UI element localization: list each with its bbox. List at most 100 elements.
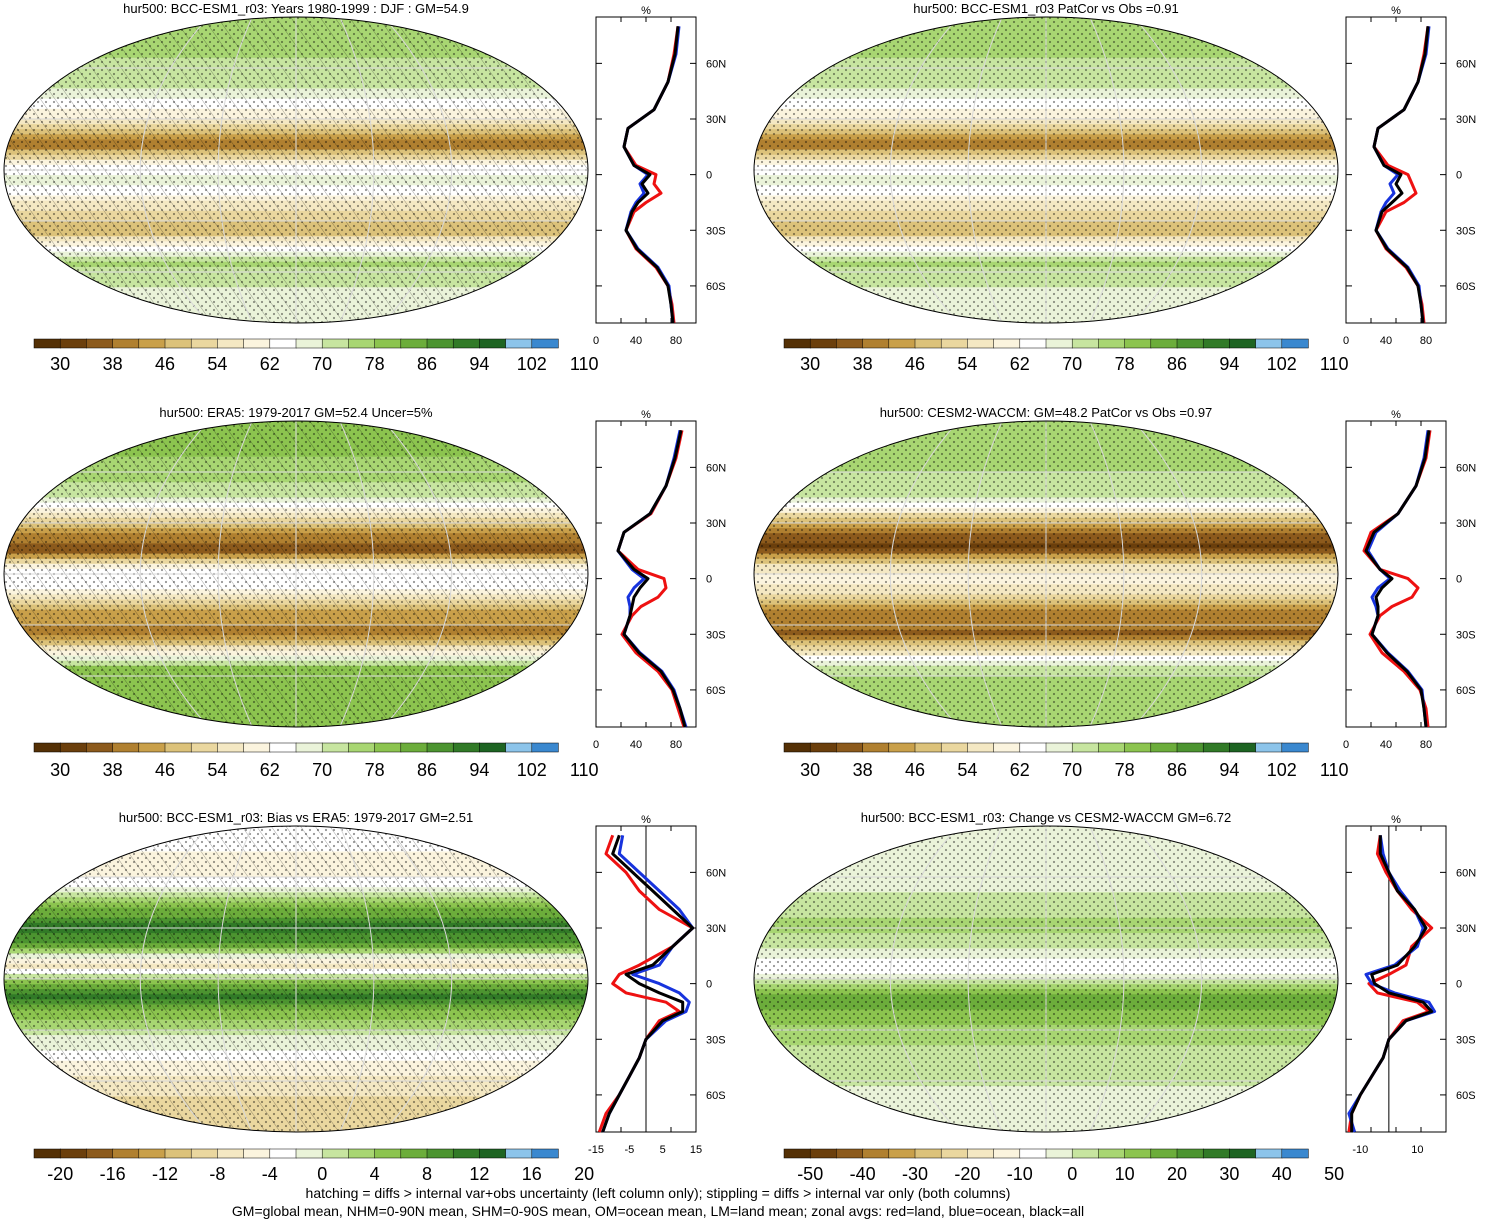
colorbar-label: 110 (570, 354, 599, 374)
colorbar-swatch (1071, 742, 1100, 753)
colorbar-swatch (112, 742, 140, 753)
colorbar-swatch (836, 338, 864, 349)
colorbar-label: -40 (850, 1164, 876, 1184)
colorbar-label: 62 (260, 354, 280, 374)
colorbar-label: 110 (570, 760, 599, 780)
colorbar-label: -16 (100, 1164, 126, 1184)
colorbar-swatch (479, 338, 507, 349)
colorbar-label: 86 (1167, 354, 1187, 374)
colorbar-swatch (836, 742, 864, 753)
zonal-line-black (616, 429, 687, 728)
colorbar-label: 62 (260, 760, 280, 780)
zonal-xtick-label: 80 (670, 335, 682, 347)
zonal-line-blue (601, 835, 695, 1133)
colorbar-swatch (59, 742, 88, 753)
colorbar-label: 78 (1115, 354, 1135, 374)
colorbar-swatch (1019, 742, 1047, 753)
colorbar-label: 54 (207, 760, 227, 780)
zonal-lat-label: 0 (706, 979, 712, 991)
colorbar-swatch (940, 338, 969, 349)
colorbar-swatch (321, 1148, 350, 1159)
zonal-lat-label: 30S (1456, 225, 1476, 237)
colorbar-label: 102 (517, 354, 547, 374)
colorbar-swatch (295, 1148, 323, 1159)
zonal-xtick-label: 5 (660, 1144, 666, 1156)
colorbar-label: 62 (1010, 354, 1030, 374)
zonal-lat-label: 30S (1456, 1034, 1476, 1046)
zonal-xtick-label: 80 (1420, 739, 1432, 751)
meridian-line (1133, 421, 1203, 727)
colorbar-swatch (809, 1148, 838, 1159)
footer-line-2: GM=global mean, NHM=0-90N mean, SHM=0-90… (231, 1203, 1085, 1219)
colorbar-label: 38 (853, 760, 873, 780)
meridian-line (967, 826, 1003, 1132)
panel-p1: hur500: BCC-ESM1_r03: Years 1980-1999 : … (3, 1, 726, 374)
colorbar-p4: 30 38 46 54 62 70 78 86 94 102 110 (783, 742, 1349, 780)
zonal-panel-p1: % 0 40 80 60N 30N 0 30S 60S (593, 5, 726, 347)
colorbar-swatch (86, 1148, 114, 1159)
colorbar-label: 110 (1320, 760, 1349, 780)
colorbar-label: 40 (1272, 1164, 1292, 1184)
zonal-lat-label: 60S (706, 1090, 726, 1102)
panel-p3: hur500: ERA5: 1979-2017 GM=52.4 Uncer=5%… (3, 405, 726, 780)
colorbar-swatch (295, 338, 323, 349)
zonal-xtick-label: 10 (1411, 1144, 1423, 1156)
colorbar-swatch (164, 338, 192, 349)
colorbar-label: 94 (469, 760, 489, 780)
zonal-lat-label: 30N (1456, 518, 1476, 530)
zonal-lat-label: 30N (706, 114, 726, 126)
colorbar-label: 110 (1320, 354, 1349, 374)
zonal-xlabel: % (641, 814, 651, 826)
colorbar-swatch (783, 742, 811, 753)
colorbar-label: -4 (262, 1164, 278, 1184)
colorbar-label: 70 (312, 354, 332, 374)
colorbar-swatch (1281, 338, 1309, 349)
panel-title: hur500: BCC-ESM1_r03: Years 1980-1999 : … (123, 1, 469, 16)
colorbar-label: -10 (1007, 1164, 1033, 1184)
colorbar-swatch (1281, 742, 1309, 753)
map-p6 (754, 826, 1338, 1132)
meridian-line (383, 17, 453, 323)
colorbar-swatch (1202, 1148, 1231, 1159)
colorbar-swatch (426, 1148, 454, 1159)
meridian-line (217, 421, 253, 727)
colorbar-swatch (479, 742, 507, 753)
colorbar-label: 46 (905, 760, 925, 780)
colorbar-swatch (374, 742, 402, 753)
colorbar-label: 70 (1062, 760, 1082, 780)
colorbar-label: -30 (902, 1164, 928, 1184)
colorbar-swatch (400, 1148, 428, 1159)
colorbar-swatch (269, 338, 297, 349)
colorbar-swatch (1176, 338, 1204, 349)
colorbar-label: 70 (1062, 354, 1082, 374)
colorbar-swatch (1150, 1148, 1178, 1159)
colorbar-swatch (505, 742, 533, 753)
panel-title: hur500: BCC-ESM1_r03: Change vs CESM2-WA… (861, 810, 1232, 825)
meridian-line (383, 826, 453, 1132)
zonal-lat-label: 60S (1456, 685, 1476, 697)
colorbar-label: 54 (957, 760, 977, 780)
colorbar-label: 78 (365, 354, 385, 374)
colorbar-label: 70 (312, 760, 332, 780)
meridian-line (139, 421, 209, 727)
colorbar-label: 0 (317, 1164, 327, 1184)
colorbar-label: 102 (1267, 760, 1297, 780)
colorbar-swatch (217, 1148, 245, 1159)
colorbar-swatch (940, 1148, 969, 1159)
colorbar-label: -20 (47, 1164, 73, 1184)
colorbar-swatch (783, 1148, 811, 1159)
colorbar-swatch (783, 338, 811, 349)
colorbar-swatch (374, 1148, 402, 1159)
map-border (753, 825, 1339, 1133)
zonal-lat-label: 30S (706, 629, 726, 641)
colorbar-label: 46 (155, 760, 175, 780)
colorbar-label: 78 (365, 760, 385, 780)
meridian-line (1133, 17, 1203, 323)
colorbar-label: 94 (469, 354, 489, 374)
zonal-lat-label: 0 (1456, 574, 1462, 586)
meridian-line (889, 17, 959, 323)
colorbar-label: 10 (1115, 1164, 1135, 1184)
zonal-xtick-label: -10 (1352, 1144, 1368, 1156)
colorbar-swatch (400, 338, 428, 349)
map-border (753, 420, 1339, 728)
